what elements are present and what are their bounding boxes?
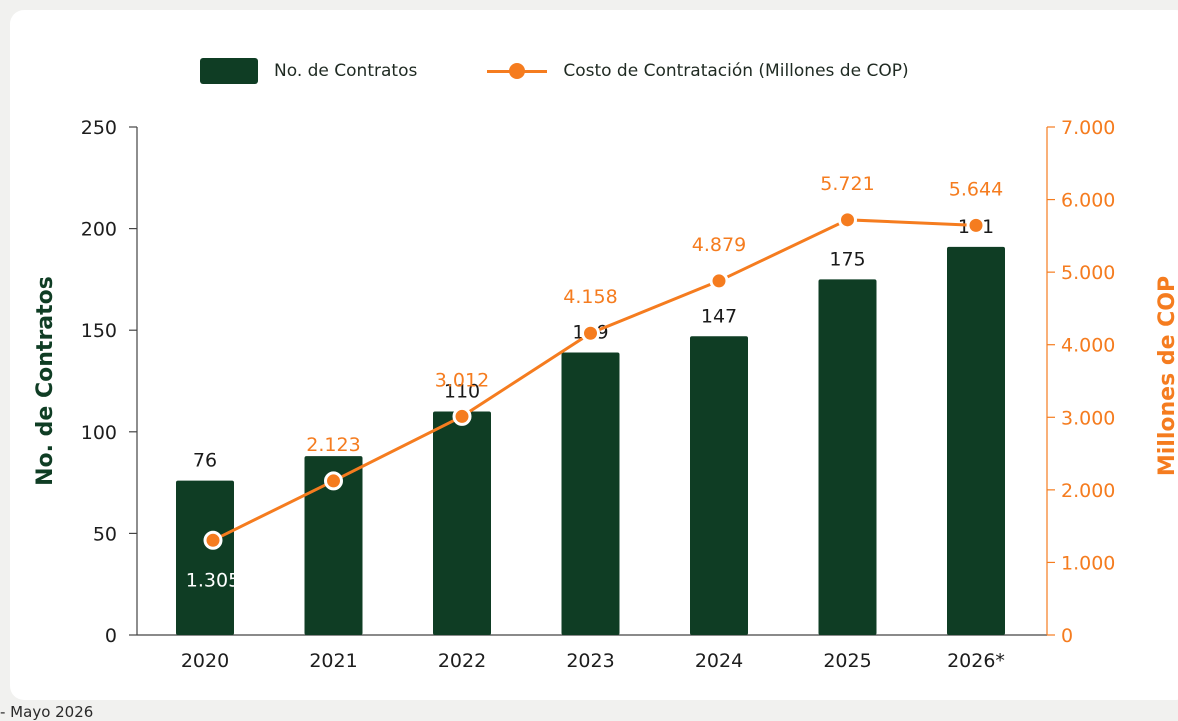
footnote: - Mayo 2026 [0, 703, 94, 721]
y-axis-title-left: No. de Contratos [33, 276, 58, 486]
cost-point [203, 530, 223, 550]
bar [561, 352, 620, 635]
bar [947, 246, 1005, 635]
x-tick-label: 2025 [823, 650, 871, 672]
legend-label-contratos: No. de Contratos [274, 61, 418, 81]
y-tick-label-right: 2.000 [1061, 480, 1115, 502]
y-tick-label-right: 4.000 [1061, 335, 1115, 357]
cost-point [324, 471, 343, 491]
cost-value-label: 1.305 [186, 569, 240, 591]
y-tick-label-left: 50 [93, 523, 117, 545]
cost-value-label: 2.123 [306, 434, 360, 456]
bar [304, 456, 363, 635]
cost-point [581, 323, 600, 343]
bar-value-label: 175 [829, 248, 865, 270]
cost-value-label: 3.012 [435, 369, 489, 391]
x-tick-label: 2020 [181, 650, 229, 672]
x-tick-label: 2026* [947, 650, 1005, 672]
y-tick-label-right: 0 [1061, 625, 1073, 647]
cost-point [966, 215, 986, 235]
legend-item-costo: Costo de Contratación (Millones de COP) [417, 58, 909, 84]
cost-value-label: 4.158 [563, 286, 617, 308]
cost-value-label: 5.644 [949, 178, 1003, 200]
y-tick-label-right: 6.000 [1061, 190, 1115, 212]
x-tick-label: 2024 [695, 650, 743, 672]
chart-card: No. de Contratos Costo de Contratación (… [10, 10, 1178, 700]
legend: No. de Contratos Costo de Contratación (… [200, 58, 909, 84]
bar [690, 336, 748, 635]
combo-chart: 0 50 100 150 200 250 0 1.000 2.000 3.000 4.000 5.00… [33, 117, 1178, 672]
y-tick-label-right: 1.000 [1061, 552, 1115, 574]
y-axis-title-right: Millones de COP [1155, 276, 1178, 476]
y-tick-label-left: 250 [81, 117, 117, 139]
y-tick-label-left: 0 [105, 625, 117, 647]
x-tick-label: 2022 [438, 650, 486, 672]
y-tick-label-right: 7.000 [1061, 117, 1115, 139]
x-tick-label: 2023 [566, 650, 614, 672]
y-tick-label-right: 5.000 [1061, 262, 1115, 284]
cost-value-label: 4.879 [692, 234, 746, 256]
y-tick-label-left: 150 [81, 320, 117, 342]
legend-swatch-bar [200, 58, 258, 84]
y-tick-label-left: 200 [81, 219, 117, 241]
bar-value-label: 110 [444, 380, 480, 402]
legend-swatch-line [487, 58, 548, 84]
legend-item-contratos: No. de Contratos [200, 58, 417, 84]
bar-value-label: 147 [701, 305, 737, 327]
bar [818, 279, 877, 635]
cost-point [452, 406, 472, 426]
cost-point [709, 271, 729, 291]
bar [176, 480, 234, 635]
y-tick-label-right: 3.000 [1061, 407, 1115, 429]
cost-point [838, 210, 857, 230]
y-tick-label-left: 100 [81, 422, 117, 444]
bar-value-label: 76 [193, 450, 217, 472]
cost-value-label: 5.721 [820, 173, 874, 195]
x-tick-label: 2021 [309, 650, 357, 672]
bar [433, 411, 491, 635]
legend-label-costo: Costo de Contratación (Millones de COP) [563, 61, 909, 81]
